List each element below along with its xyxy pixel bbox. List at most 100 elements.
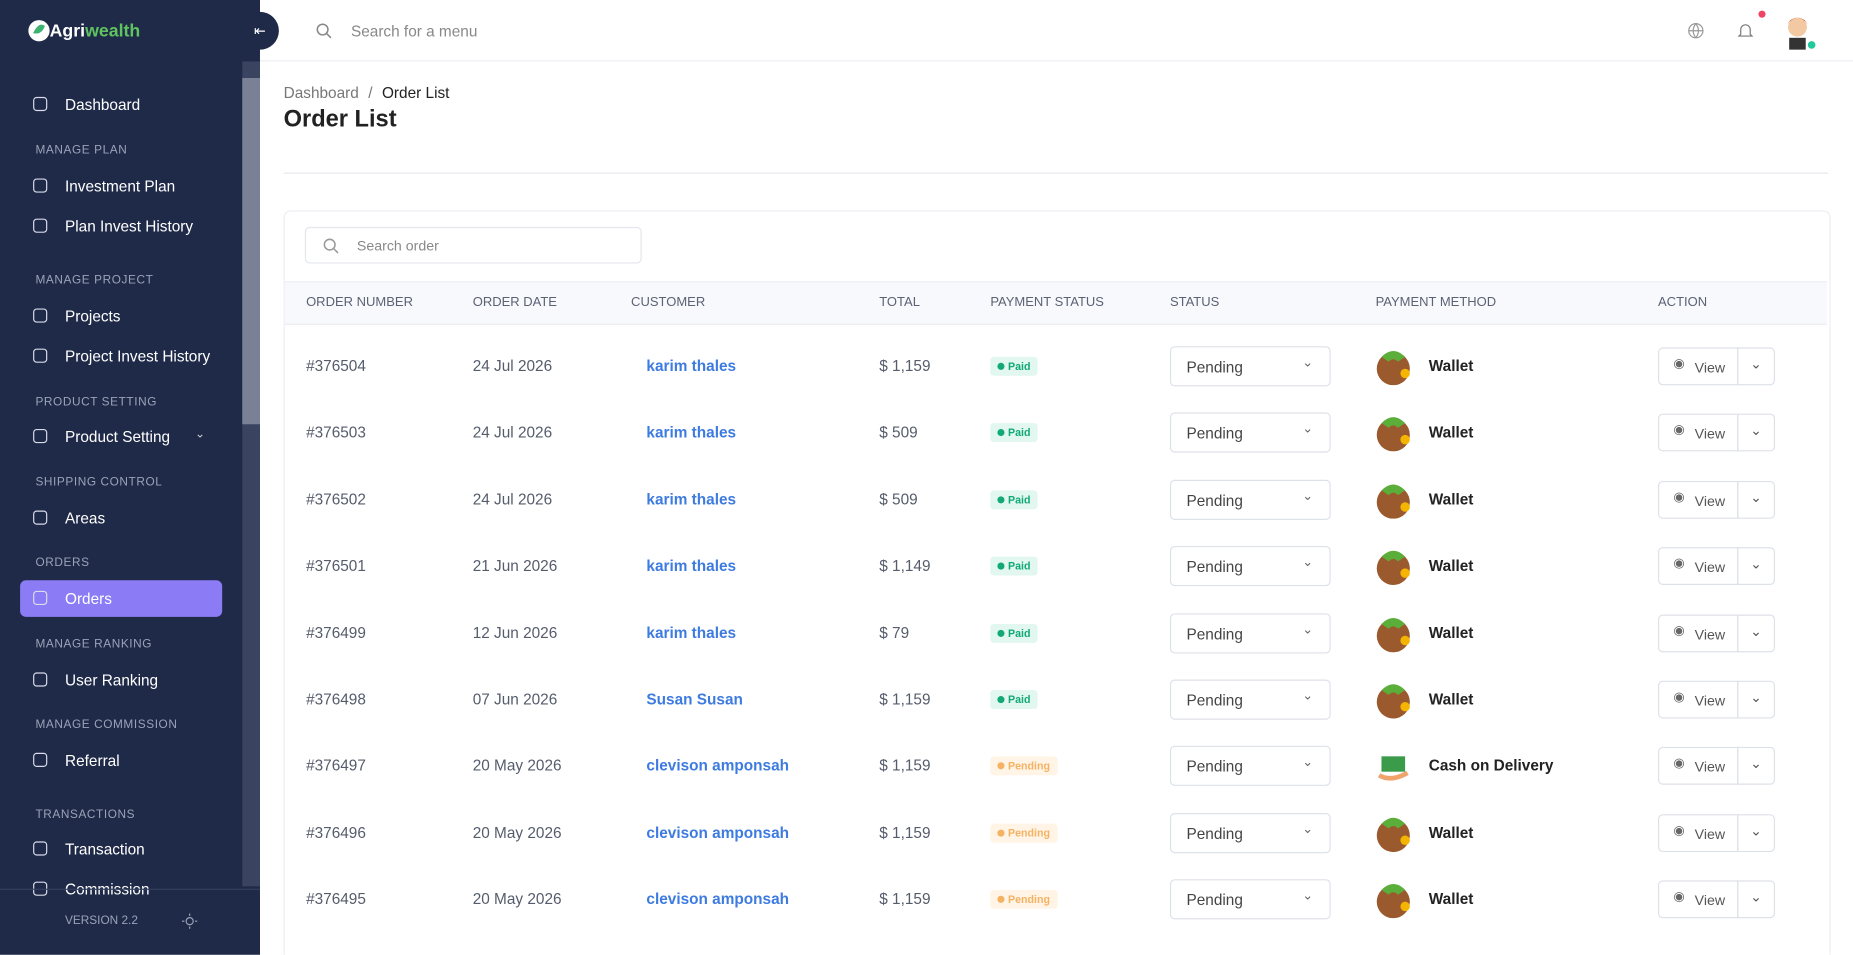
status-select[interactable]: Pending bbox=[1169, 812, 1331, 853]
view-button[interactable]: View bbox=[1658, 347, 1739, 386]
order-number[interactable]: #376501 bbox=[306, 556, 366, 575]
order-date: 20 May 2026 bbox=[472, 890, 562, 908]
menu-label: Referral bbox=[64, 751, 120, 770]
payment-icon bbox=[1376, 684, 1410, 719]
customer[interactable]: karim thales bbox=[646, 423, 737, 442]
section-label: MANAGE PROJECT bbox=[35, 274, 154, 288]
status-select[interactable]: Pending bbox=[1169, 679, 1331, 720]
view-button[interactable]: View bbox=[1658, 480, 1739, 519]
payment-status: Paid bbox=[990, 356, 1038, 376]
customer[interactable]: karim thales bbox=[646, 556, 737, 575]
chevron: ⌄ bbox=[1302, 822, 1314, 837]
view-button[interactable]: View bbox=[1658, 880, 1739, 919]
menu-item[interactable]: Projects bbox=[20, 298, 222, 335]
eye-icon: ◉ bbox=[1673, 423, 1685, 438]
view-button[interactable]: View bbox=[1658, 747, 1739, 786]
status-select[interactable]: Pending bbox=[1169, 479, 1331, 520]
section-label: TRANSACTIONS bbox=[35, 808, 136, 822]
notification-icon[interactable] bbox=[1737, 21, 1754, 40]
chevron: ⌄ bbox=[1302, 888, 1314, 904]
status-select[interactable]: Pending bbox=[1169, 746, 1331, 787]
menu-icon bbox=[33, 841, 48, 856]
order-number[interactable]: #376497 bbox=[306, 756, 366, 775]
order-date: 07 Jun 2026 bbox=[472, 690, 558, 708]
menu-item[interactable]: Transaction bbox=[20, 831, 222, 868]
search-icon bbox=[316, 23, 332, 39]
order-number[interactable]: #376503 bbox=[306, 423, 366, 442]
eye-icon: ◉ bbox=[1673, 890, 1685, 905]
theme-toggle[interactable] bbox=[181, 913, 198, 929]
payment-method: Wallet bbox=[1428, 356, 1474, 375]
menu-item[interactable]: Project Invest History bbox=[20, 338, 222, 375]
customer[interactable]: karim thales bbox=[646, 356, 737, 375]
status-select[interactable]: Pending bbox=[1169, 546, 1331, 587]
customer[interactable]: Susan Susan bbox=[646, 690, 743, 708]
column-header: ORDER NUMBER bbox=[306, 295, 413, 310]
dropdown-button[interactable]: ⌄ bbox=[1737, 813, 1776, 852]
column-header: ORDER DATE bbox=[472, 295, 557, 310]
order-number[interactable]: #376498 bbox=[306, 690, 366, 708]
status-select[interactable]: Pending bbox=[1169, 412, 1331, 454]
menu-item[interactable]: Orders bbox=[20, 580, 223, 617]
menu-item[interactable]: Dashboard bbox=[20, 86, 222, 123]
status-select[interactable]: Pending bbox=[1169, 346, 1331, 387]
dropdown-button[interactable]: ⌄ bbox=[1737, 680, 1776, 719]
version: VERSION 2.2 bbox=[64, 914, 138, 928]
breadcrumb-link[interactable]: Dashboard bbox=[283, 83, 359, 102]
view-button[interactable]: View bbox=[1658, 414, 1739, 452]
menu-item[interactable]: Product Setting ⌄ bbox=[20, 418, 222, 455]
status-select[interactable]: Pending bbox=[1169, 879, 1331, 920]
table-header bbox=[284, 281, 1828, 325]
order-number[interactable]: #376496 bbox=[306, 823, 366, 842]
section-label: MANAGE COMMISSION bbox=[35, 718, 178, 732]
view-button[interactable]: View bbox=[1658, 680, 1739, 719]
view-button[interactable]: View bbox=[1658, 614, 1739, 652]
avatar[interactable] bbox=[1781, 11, 1817, 51]
customer[interactable]: karim thales bbox=[646, 490, 737, 508]
order-number[interactable]: #376499 bbox=[306, 623, 366, 642]
order-number[interactable]: #376504 bbox=[306, 356, 366, 375]
order-number[interactable]: #376502 bbox=[306, 490, 366, 508]
customer[interactable]: clevison amponsah bbox=[646, 756, 790, 775]
collapse-button[interactable]: ⇤ bbox=[241, 11, 279, 50]
view-button[interactable]: View bbox=[1658, 547, 1739, 586]
dropdown-button[interactable]: ⌄ bbox=[1737, 480, 1776, 519]
menu-item[interactable]: Plan Invest History bbox=[20, 208, 222, 245]
customer[interactable]: clevison amponsah bbox=[646, 890, 790, 908]
order-number[interactable]: #376495 bbox=[306, 890, 366, 908]
view-button[interactable]: View bbox=[1658, 813, 1739, 852]
menu-item[interactable]: User Ranking bbox=[20, 662, 222, 699]
menu-search[interactable]: Search for a menu bbox=[350, 22, 478, 41]
chevron: ⌄ bbox=[194, 427, 205, 441]
order-date: 24 Jul 2026 bbox=[472, 490, 553, 508]
section-label: SHIPPING CONTROL bbox=[35, 476, 163, 490]
menu-item[interactable]: Referral bbox=[20, 742, 222, 779]
order-search[interactable] bbox=[304, 226, 642, 264]
dropdown-button[interactable]: ⌄ bbox=[1737, 614, 1776, 652]
language-icon[interactable] bbox=[1688, 22, 1705, 39]
divider bbox=[283, 172, 1829, 174]
search-icon bbox=[323, 238, 339, 254]
payment-method: Cash on Delivery bbox=[1428, 756, 1554, 775]
dropdown-button[interactable]: ⌄ bbox=[1737, 547, 1776, 586]
dropdown-button[interactable]: ⌄ bbox=[1737, 880, 1776, 919]
menu-item[interactable]: Areas bbox=[20, 500, 222, 537]
payment-method: Wallet bbox=[1428, 623, 1474, 642]
section-label: PRODUCT SETTING bbox=[35, 395, 158, 409]
menu-icon bbox=[33, 428, 48, 444]
section-label: MANAGE PLAN bbox=[35, 144, 128, 158]
section-label: MANAGE RANKING bbox=[35, 638, 153, 652]
payment-icon bbox=[1376, 550, 1410, 586]
customer[interactable]: clevison amponsah bbox=[646, 823, 790, 842]
menu-label: User Ranking bbox=[64, 671, 159, 689]
order-date: 20 May 2026 bbox=[472, 823, 562, 842]
dropdown-button[interactable]: ⌄ bbox=[1737, 414, 1776, 452]
total: $ 1,159 bbox=[879, 756, 931, 775]
menu-item[interactable]: Investment Plan bbox=[20, 168, 222, 205]
chevron: ⌄ bbox=[1302, 622, 1314, 637]
customer[interactable]: karim thales bbox=[646, 623, 737, 642]
dropdown-button[interactable]: ⌄ bbox=[1737, 347, 1776, 386]
status-select[interactable]: Pending bbox=[1169, 612, 1331, 654]
dropdown-button[interactable]: ⌄ bbox=[1737, 747, 1776, 786]
divider bbox=[0, 888, 260, 890]
